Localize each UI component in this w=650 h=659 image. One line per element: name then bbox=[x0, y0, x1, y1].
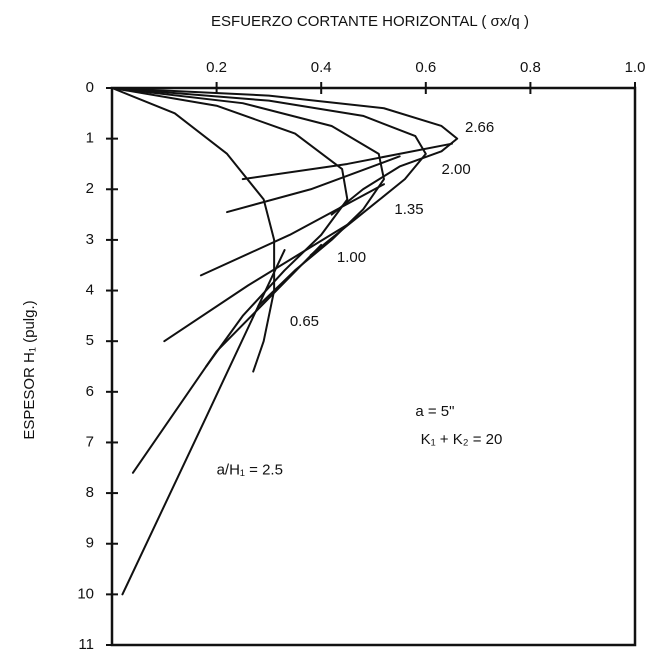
y-tick-label: 4 bbox=[86, 282, 94, 299]
y-tick-label: 2 bbox=[86, 180, 94, 197]
y-tick-label: 8 bbox=[86, 484, 94, 501]
y-tick-label: 1 bbox=[86, 130, 94, 147]
y-tick-label: 6 bbox=[86, 383, 94, 400]
curve bbox=[111, 87, 385, 307]
annotation: 1.00 bbox=[337, 249, 366, 266]
annotation: a/H₁ = 2.5 bbox=[217, 461, 283, 478]
y-tick-label: 9 bbox=[86, 535, 94, 552]
y-tick-label: 10 bbox=[77, 585, 94, 602]
annotation: K₁ + K₂ = 20 bbox=[421, 431, 503, 448]
y-axis-label: ESPESOR H₁ (pulg.) bbox=[21, 300, 38, 439]
annotation: 1.35 bbox=[394, 201, 423, 218]
annotation: 0.65 bbox=[290, 313, 319, 330]
x-tick-label: 0.4 bbox=[311, 59, 332, 76]
x-tick-label: 0.8 bbox=[520, 59, 541, 76]
curve bbox=[111, 87, 276, 373]
curve bbox=[241, 142, 453, 181]
curve bbox=[163, 223, 349, 343]
x-tick-label: 1.0 bbox=[625, 59, 646, 76]
y-tick-label: 7 bbox=[86, 433, 94, 450]
chart-title: ESFUERZO CORTANTE HORIZONTAL ( σx/q ) bbox=[211, 13, 529, 30]
y-tick-label: 5 bbox=[86, 332, 94, 349]
curve bbox=[226, 155, 401, 214]
curve bbox=[111, 87, 459, 216]
y-tick-label: 0 bbox=[86, 79, 94, 96]
curve bbox=[121, 249, 286, 596]
curve bbox=[131, 243, 323, 474]
annotation: 2.00 bbox=[441, 161, 470, 178]
x-tick-label: 0.6 bbox=[415, 59, 436, 76]
annotation: a = 5" bbox=[415, 403, 454, 420]
x-tick-label: 0.2 bbox=[206, 59, 227, 76]
curve bbox=[111, 87, 349, 368]
curve bbox=[111, 87, 427, 257]
annotation: 2.66 bbox=[465, 119, 494, 136]
y-tick-label: 11 bbox=[78, 636, 94, 653]
plot-frame bbox=[110, 86, 637, 647]
y-tick-label: 3 bbox=[86, 231, 94, 248]
curve bbox=[199, 183, 385, 277]
